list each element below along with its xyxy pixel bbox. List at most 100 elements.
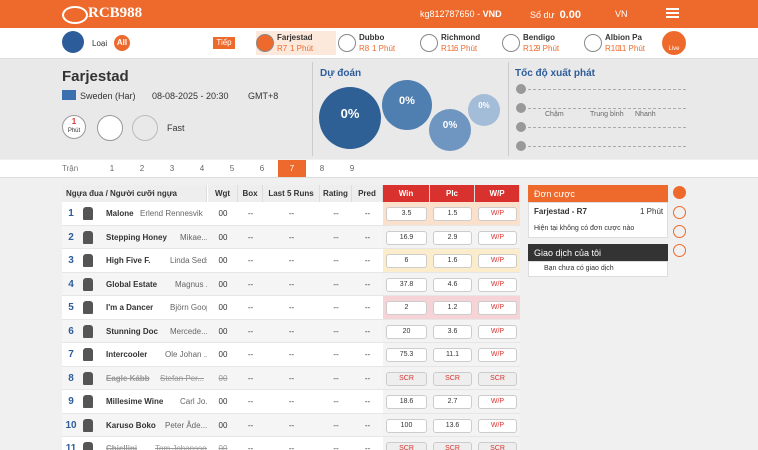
odds-win[interactable]: 75.3: [386, 348, 427, 362]
odds-plc[interactable]: 1.2: [433, 301, 472, 315]
runner-pred: --: [364, 397, 371, 407]
odds-plc: SCR: [433, 442, 472, 450]
speed-slider[interactable]: [516, 84, 526, 94]
race-tab[interactable]: 7: [278, 160, 306, 177]
language[interactable]: VN: [615, 9, 628, 19]
silks: [83, 277, 93, 291]
odds-win[interactable]: 100: [386, 418, 427, 433]
odds-wp[interactable]: W/P: [478, 254, 517, 268]
next-button[interactable]: Tiếp: [213, 37, 235, 49]
side-button[interactable]: [673, 225, 686, 238]
race-tab[interactable]: 2: [139, 164, 145, 173]
refresh-button[interactable]: [673, 186, 686, 199]
odds-wp[interactable]: W/P: [478, 301, 517, 315]
jockey: Linda Seds...: [170, 256, 207, 266]
silks: [83, 418, 93, 432]
runner-rating: --: [333, 397, 339, 407]
all-filter[interactable]: All: [114, 35, 130, 51]
odds-wp[interactable]: W/P: [478, 348, 517, 362]
odds-plc[interactable]: 2.9: [433, 230, 472, 245]
bet-slip-empty: Hiện tại không có đơn cược nào: [534, 225, 635, 232]
odds-win[interactable]: 20: [386, 324, 427, 339]
race-tab[interactable]: 8: [319, 164, 325, 173]
runner-pred: --: [364, 279, 371, 289]
speed-slider[interactable]: [516, 141, 526, 151]
runner-number: 5: [68, 302, 74, 314]
prediction-title: Dự đoán: [320, 68, 362, 79]
table-row: [62, 343, 383, 367]
live-button[interactable]: Live: [662, 31, 686, 55]
runner-box: --: [247, 256, 254, 266]
side-button[interactable]: [673, 244, 686, 257]
column-header: Box: [238, 185, 263, 202]
odds-win[interactable]: 37.8: [386, 277, 427, 292]
odds-wp[interactable]: W/P: [478, 395, 517, 409]
race-icon: [256, 34, 274, 52]
side-button[interactable]: [673, 206, 686, 219]
odds-wp[interactable]: W/P: [478, 418, 517, 433]
countdown-unit: Phút: [67, 128, 81, 134]
odds-wp[interactable]: W/P: [478, 324, 517, 339]
runner-box: --: [247, 209, 254, 219]
column-header: Win: [383, 185, 430, 202]
column-header: Ngựa đua / Người cưỡi ngựa: [62, 185, 207, 202]
home-button[interactable]: [62, 31, 84, 53]
bet-slip-title: Đơn cược: [534, 189, 575, 199]
horse: Karuso Boko: [106, 420, 156, 430]
speed-track: [528, 108, 686, 109]
logo-icon: [62, 6, 88, 24]
odds-win[interactable]: 18.6: [386, 395, 427, 409]
odds-win[interactable]: 2: [386, 301, 427, 315]
currency: VND: [482, 9, 502, 19]
username: kg812787650: [420, 9, 475, 19]
odds-win: SCR: [386, 371, 427, 386]
race-icon: [420, 34, 438, 52]
runner-pred: --: [364, 303, 371, 313]
odds-plc[interactable]: 4.6: [433, 277, 472, 292]
odds-plc[interactable]: 1.5: [433, 207, 472, 221]
prediction-bubble: 0%: [382, 80, 432, 130]
odds-plc[interactable]: 13.6: [433, 418, 472, 433]
odds-plc[interactable]: 1.6: [433, 254, 472, 268]
odds-plc[interactable]: 2.7: [433, 395, 472, 409]
odds-wp[interactable]: W/P: [478, 207, 517, 221]
jockey: Carl Jo...: [180, 397, 207, 407]
user[interactable]: kg812787650 - VND: [420, 9, 502, 19]
odds-wp[interactable]: W/P: [478, 277, 517, 292]
runner-box: --: [247, 350, 254, 360]
odds-win[interactable]: 6: [386, 254, 427, 268]
table-row: [62, 272, 383, 296]
jockey: Peter Åde...: [165, 420, 207, 430]
speed-label: Chậm: [545, 111, 564, 118]
odds-plc[interactable]: 11.1: [433, 348, 472, 362]
menu[interactable]: [666, 8, 679, 10]
runner-wgt: 00: [218, 350, 228, 360]
race-tab[interactable]: 1: [109, 164, 115, 173]
column-header: Pred: [352, 185, 383, 202]
race-tab[interactable]: 3: [169, 164, 175, 173]
jockey: Ole Johan ...: [165, 350, 207, 360]
race-tab[interactable]: 9: [349, 164, 355, 173]
race-tab[interactable]: 5: [229, 164, 235, 173]
datetime: 08-08-2025 - 20:30: [152, 91, 229, 101]
column-header: Wgt: [208, 185, 238, 202]
race-tab[interactable]: 4: [199, 164, 205, 173]
runner-last5: --: [288, 373, 295, 383]
runner-wgt: 00: [218, 444, 228, 450]
odds-win[interactable]: 16.9: [386, 230, 427, 245]
odds-win[interactable]: 3.5: [386, 207, 427, 221]
runner-number: 2: [68, 231, 74, 243]
track: Fast: [167, 123, 185, 133]
logo[interactable]: RCB988: [88, 5, 143, 21]
runner-wgt: 00: [218, 373, 228, 383]
race-tab[interactable]: 6: [259, 164, 265, 173]
speed-slider[interactable]: [516, 103, 526, 113]
runner-last5: --: [288, 420, 295, 430]
speed-slider[interactable]: [516, 122, 526, 132]
race-time: 1 Phút: [290, 44, 314, 53]
runner-number: 4: [68, 278, 74, 290]
odds-wp[interactable]: W/P: [478, 230, 517, 245]
runner-box: --: [247, 303, 254, 313]
odds-plc[interactable]: 3.6: [433, 324, 472, 339]
